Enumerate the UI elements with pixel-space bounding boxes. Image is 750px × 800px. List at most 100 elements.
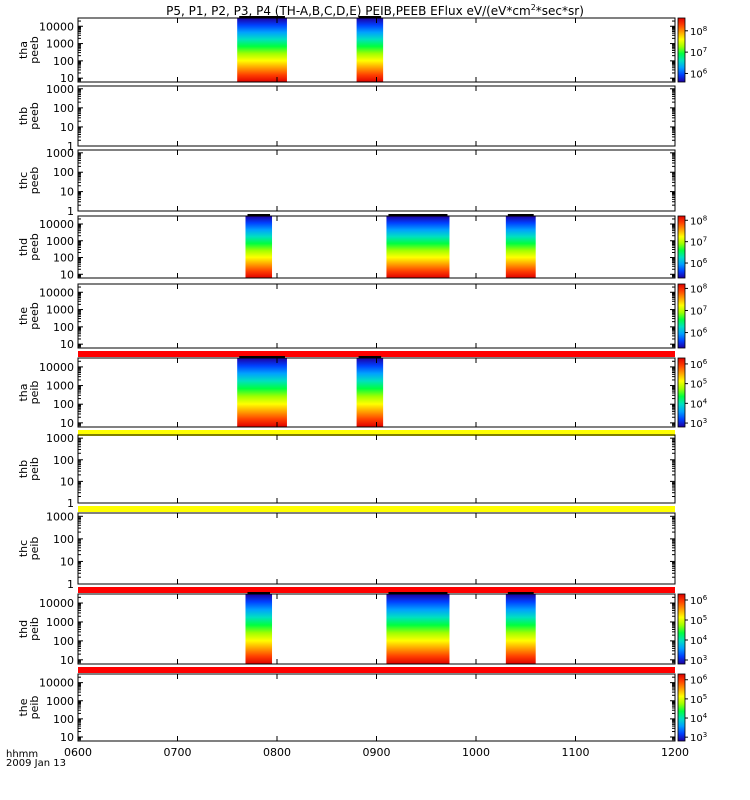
panel-frame (77, 512, 676, 585)
panel-frame (77, 283, 676, 349)
y-tick-label: 1000 (46, 304, 74, 317)
x-tick-label: 1100 (562, 746, 590, 759)
status-bar (78, 351, 675, 357)
status-bar (78, 506, 675, 512)
colorbar: 106 105 104 103 (677, 357, 708, 430)
y-tick-label: 1000 (46, 432, 74, 445)
y-tick-label: 1000 (46, 83, 74, 96)
spectrogram-block (356, 358, 384, 427)
data-coverage-marker (247, 214, 271, 216)
y-tick-label: 1000 (46, 235, 74, 248)
y-tick-label: 10000 (39, 361, 74, 374)
y-tick-label: 10 (60, 475, 74, 488)
y-tick-label: 100 (53, 102, 74, 115)
colorbar-tick-label: 105 (690, 693, 707, 706)
x-tick-label: 0700 (164, 746, 192, 759)
colorbar: 106 105 104 103 (677, 673, 708, 744)
y-tick-label: 10 (60, 654, 74, 667)
colorbar: 108 107 106 (677, 214, 708, 279)
colorbar-tick-label: 106 (690, 327, 708, 340)
x-axis-label: hhmm (6, 749, 38, 760)
colorbar-tick-label: 108 (690, 214, 707, 227)
y-tick-label: 10 (60, 186, 74, 199)
spectrogram-block (237, 18, 287, 82)
y-tick-label: 10000 (39, 597, 74, 610)
data-coverage-marker (358, 16, 382, 18)
y-tick-label: 1000 (46, 147, 74, 160)
data-coverage-marker (247, 592, 271, 594)
data-coverage-marker (388, 592, 448, 594)
panel-frame (77, 85, 676, 147)
colorbar: 108 107 106 (677, 282, 708, 349)
y-axis-label-probe: thd (17, 620, 30, 638)
y-tick-label: 100 (53, 533, 74, 546)
status-bar (78, 587, 675, 593)
colorbar-tick-label: 105 (690, 614, 707, 627)
y-axis-label-product: peeb (28, 302, 41, 330)
figure-title-tail: *sec*sr) (536, 4, 584, 18)
y-tick-label: 1 (67, 205, 74, 218)
colorbar-tick-label: 106 (690, 358, 708, 371)
spectrogram-block (245, 594, 273, 664)
colorbar: 106 105 104 103 (677, 593, 708, 667)
colorbar-tick-label: 104 (690, 634, 708, 647)
x-axis: 0600 0700 0800 0900 1000 1100 1200 (64, 746, 689, 759)
panel-frame (77, 434, 676, 504)
y-axis-label-product: peib (28, 457, 41, 481)
panel-frame (77, 673, 676, 742)
colorbar-tick-label: 106 (690, 674, 708, 687)
y-tick-label: 10 (60, 338, 74, 351)
y-tick-label: 100 (53, 635, 74, 648)
y-axis-label-probe: thb (17, 460, 30, 478)
panel-stack: 10000100010010thapeeb1081071061000100101… (17, 16, 708, 744)
spectrogram-block (356, 18, 384, 82)
y-tick-label: 10 (60, 268, 74, 281)
y-axis-label-product: peeb (28, 167, 41, 195)
figure-title: P5, P1, P2, P3, P4 (TH-A,B,C,D,E) PEIB,P… (166, 3, 584, 18)
y-tick-label: 100 (53, 166, 74, 179)
spectrogram-block (237, 358, 287, 427)
panel-frame (77, 215, 676, 279)
colorbar-tick-label: 108 (690, 25, 707, 38)
data-coverage-marker (239, 356, 285, 358)
x-tick-label: 0600 (64, 746, 92, 759)
y-axis-label-probe: tha (17, 41, 30, 59)
y-tick-label: 1 (67, 497, 74, 510)
colorbar-tick-label: 108 (690, 282, 707, 295)
panel-frame (77, 149, 676, 212)
y-axis-label-probe: tha (17, 383, 30, 401)
spectrogram-block (505, 216, 536, 278)
y-tick-label: 1000 (46, 695, 74, 708)
status-bar (78, 430, 675, 436)
y-tick-label: 100 (53, 398, 74, 411)
colorbar-tick-label: 103 (690, 731, 707, 744)
y-axis-label-probe: the (17, 307, 30, 325)
data-coverage-marker (507, 592, 534, 594)
colorbar-tick-label: 107 (690, 46, 707, 59)
y-axis-label-probe: thc (17, 172, 30, 189)
y-tick-label: 1 (67, 578, 74, 591)
x-tick-label: 0900 (363, 746, 391, 759)
date-label: 2009 Jan 13 (6, 758, 66, 769)
data-coverage-marker (507, 214, 534, 216)
data-coverage-marker (239, 16, 285, 18)
y-tick-label: 10 (60, 121, 74, 134)
colorbar-tick-label: 106 (690, 257, 708, 270)
data-coverage-marker (388, 214, 448, 216)
y-axis-label-product: peeb (28, 36, 41, 64)
panel-frame (77, 593, 676, 665)
y-axis-label-product: peib (28, 696, 41, 720)
spectrogram-block (386, 594, 450, 664)
y-axis-label-product: peeb (28, 102, 41, 130)
x-tick-label: 0800 (263, 746, 291, 759)
